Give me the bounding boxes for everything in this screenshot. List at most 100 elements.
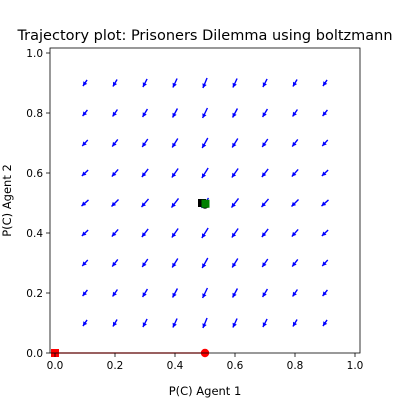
vector-arrow xyxy=(291,139,299,147)
vector-arrow xyxy=(291,168,299,178)
vector-arrow xyxy=(291,289,299,297)
vector-arrow xyxy=(322,79,328,87)
x-tick-label: 0.8 xyxy=(287,360,304,372)
vector-arrow xyxy=(112,319,118,327)
vector-arrow xyxy=(232,318,238,328)
x-tick-label: 0.2 xyxy=(107,360,124,372)
vector-arrow xyxy=(171,168,179,178)
vector-arrow xyxy=(81,229,89,237)
vector-arrow xyxy=(172,318,178,328)
vector-arrow xyxy=(292,319,298,327)
x-tick-label: 0.4 xyxy=(167,360,184,372)
vector-arrow xyxy=(262,78,268,88)
vector-arrow xyxy=(82,289,88,297)
vector-arrow xyxy=(141,288,149,298)
vector-arrow xyxy=(81,259,89,267)
vector-arrow xyxy=(322,289,328,297)
vector-arrow xyxy=(142,318,148,328)
trajectory-series xyxy=(198,199,210,209)
vector-arrow xyxy=(201,107,209,119)
vector-arrow xyxy=(321,139,329,147)
vector-arrow xyxy=(81,199,89,207)
vector-arrow xyxy=(202,317,208,329)
vector-arrow xyxy=(201,137,209,149)
vector-arrow xyxy=(141,228,149,238)
vector-arrow xyxy=(231,228,239,238)
vector-arrow xyxy=(171,108,179,118)
vector-arrow xyxy=(261,288,269,298)
vector-arrow xyxy=(260,198,270,208)
vector-arrow xyxy=(111,139,119,147)
vector-arrow xyxy=(231,258,239,268)
vector-arrow xyxy=(111,109,119,117)
vector-arrow xyxy=(171,288,179,298)
vector-arrow xyxy=(291,198,299,208)
vector-arrow xyxy=(111,198,119,208)
vector-arrow xyxy=(141,138,149,148)
x-axis-label: P(C) Agent 1 xyxy=(169,384,242,398)
y-tick-label: 0.8 xyxy=(26,108,43,120)
vector-arrow xyxy=(140,198,150,208)
vector-arrow xyxy=(82,79,88,87)
vector-arrow xyxy=(321,229,329,237)
vector-arrow xyxy=(170,198,180,208)
vector-arrow xyxy=(172,78,178,88)
vector-arrow xyxy=(291,109,299,117)
vector-arrow xyxy=(261,108,269,118)
vector-arrow xyxy=(231,108,239,118)
vector-arrow xyxy=(291,228,299,238)
y-axis-label: P(C) Agent 2 xyxy=(0,164,14,237)
vector-arrow xyxy=(82,319,88,327)
vector-arrow xyxy=(322,109,328,117)
chart-title: Trajectory plot: Prisoners Dilemma using… xyxy=(16,28,392,44)
vector-arrow xyxy=(201,287,209,299)
vector-arrow xyxy=(111,289,119,297)
vector-arrow xyxy=(261,228,269,238)
trajectory-marker xyxy=(201,199,210,208)
vector-arrow xyxy=(321,199,329,207)
y-tick-label: 1.0 xyxy=(26,48,43,60)
axes: 0.0 0.2 0.4 0.6 0.8 1.0 0.0 0.2 0.4 0.6 0.8 1.0 xyxy=(26,48,363,372)
vector-arrow xyxy=(141,258,149,268)
vector-arrow xyxy=(142,78,148,88)
vector-arrow xyxy=(321,259,329,267)
vector-arrow xyxy=(230,198,240,208)
vector-arrow xyxy=(291,259,299,267)
vector-arrow xyxy=(112,79,118,87)
plot-frame xyxy=(49,47,361,354)
vector-arrow xyxy=(171,138,179,148)
vector-arrow xyxy=(201,227,209,239)
x-tick-label: 0.0 xyxy=(47,360,64,372)
vector-arrow xyxy=(261,168,269,178)
vector-arrow xyxy=(111,168,119,178)
vector-arrow xyxy=(232,78,238,88)
vector-arrow xyxy=(82,109,88,117)
vector-arrow xyxy=(141,108,149,118)
vector-arrow xyxy=(81,169,89,177)
vector-arrow xyxy=(322,319,328,327)
vector-arrow xyxy=(321,169,329,177)
vector-arrow xyxy=(171,258,179,268)
vector-arrow xyxy=(231,288,239,298)
y-tick-label: 0.0 xyxy=(26,348,43,360)
vector-arrow xyxy=(81,139,89,147)
x-tick-label: 0.6 xyxy=(227,360,244,372)
vector-field xyxy=(81,77,329,329)
vector-arrow xyxy=(171,228,179,238)
vector-arrow xyxy=(111,228,119,238)
y-tick-label: 0.6 xyxy=(26,168,43,180)
x-tick-label: 1.0 xyxy=(347,360,364,372)
vector-arrow xyxy=(202,77,208,89)
vector-arrow xyxy=(111,259,119,267)
y-tick-label: 0.2 xyxy=(26,288,43,300)
vector-arrow xyxy=(231,168,239,178)
y-tick-label: 0.4 xyxy=(26,228,43,240)
vector-arrow xyxy=(261,258,269,268)
vector-arrow xyxy=(261,138,269,148)
vector-arrow xyxy=(262,318,268,328)
vector-arrow xyxy=(292,79,298,87)
vector-arrow xyxy=(201,257,209,269)
vector-arrow xyxy=(231,138,239,148)
vector-arrow xyxy=(201,167,209,179)
